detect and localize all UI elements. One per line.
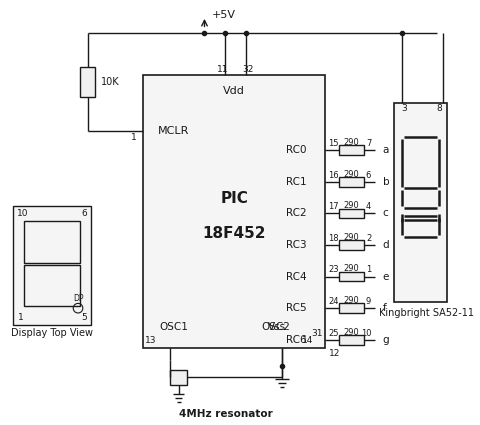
Text: RC4: RC4	[286, 272, 306, 282]
Bar	[338, 240, 363, 250]
Bar	[338, 209, 363, 218]
Text: f: f	[382, 303, 385, 313]
Text: 25: 25	[327, 329, 338, 337]
Text: 11: 11	[216, 65, 228, 74]
Text: 13: 13	[145, 336, 156, 345]
Text: 12: 12	[328, 349, 340, 358]
Text: 15: 15	[327, 139, 338, 148]
Bar	[338, 303, 363, 313]
Text: Kingbright SA52-11: Kingbright SA52-11	[378, 308, 473, 318]
Text: 290: 290	[342, 138, 358, 147]
Bar	[393, 103, 446, 303]
Text: RC2: RC2	[286, 208, 306, 218]
Text: RC5: RC5	[286, 303, 306, 313]
Text: 10: 10	[360, 329, 371, 337]
Text: 4: 4	[365, 202, 371, 211]
Text: 1: 1	[365, 265, 371, 275]
Text: 24: 24	[327, 297, 338, 306]
Text: RC3: RC3	[286, 240, 306, 250]
Text: 10K: 10K	[101, 77, 120, 87]
Text: 5: 5	[81, 313, 86, 322]
Bar	[338, 272, 363, 281]
Bar	[338, 177, 363, 187]
Text: 8: 8	[435, 105, 441, 113]
Text: 31: 31	[311, 329, 323, 337]
Text: 17: 17	[327, 202, 338, 211]
Text: c: c	[382, 208, 388, 218]
Text: 290: 290	[342, 328, 358, 337]
Text: OSC1: OSC1	[159, 322, 188, 332]
Text: 1: 1	[18, 313, 24, 322]
Text: 18F452: 18F452	[202, 226, 265, 241]
Text: 10: 10	[17, 209, 28, 218]
Text: 9: 9	[365, 297, 371, 306]
Bar	[169, 369, 187, 385]
Text: 4MHz resonator: 4MHz resonator	[179, 408, 272, 419]
Bar	[13, 206, 91, 326]
Text: 290: 290	[342, 296, 358, 305]
Text: 3: 3	[400, 105, 406, 113]
Text: +5V: +5V	[212, 10, 236, 20]
Text: MCLR: MCLR	[158, 126, 189, 136]
Text: OSC2: OSC2	[260, 322, 289, 332]
Text: RC6: RC6	[286, 335, 306, 345]
Text: 290: 290	[342, 264, 358, 273]
Bar	[143, 75, 324, 348]
Bar	[24, 265, 80, 306]
Text: 14: 14	[301, 336, 313, 345]
Text: b: b	[382, 177, 388, 187]
Text: 6: 6	[365, 170, 371, 179]
Text: 16: 16	[327, 170, 338, 179]
Text: 32: 32	[241, 65, 253, 74]
Text: 2: 2	[365, 234, 371, 243]
Text: DP: DP	[72, 294, 83, 303]
Bar	[338, 145, 363, 155]
Text: 23: 23	[327, 265, 338, 275]
Text: Vdd: Vdd	[223, 86, 245, 96]
Text: PIC: PIC	[220, 191, 248, 206]
Text: a: a	[382, 145, 388, 155]
Bar	[338, 335, 363, 345]
Text: g: g	[382, 335, 388, 345]
Text: Display Top View: Display Top View	[11, 328, 93, 338]
Text: 290: 290	[342, 201, 358, 210]
Text: 290: 290	[342, 233, 358, 242]
Text: RC0: RC0	[286, 145, 306, 155]
Bar	[80, 67, 95, 97]
Text: Vss: Vss	[268, 322, 286, 332]
Text: RC1: RC1	[286, 177, 306, 187]
Text: d: d	[382, 240, 388, 250]
Text: e: e	[382, 272, 388, 282]
Text: 1: 1	[131, 133, 136, 142]
Bar	[24, 221, 80, 263]
Text: 18: 18	[327, 234, 338, 243]
Text: 290: 290	[342, 170, 358, 178]
Text: 6: 6	[81, 209, 86, 218]
Text: 7: 7	[365, 139, 371, 148]
